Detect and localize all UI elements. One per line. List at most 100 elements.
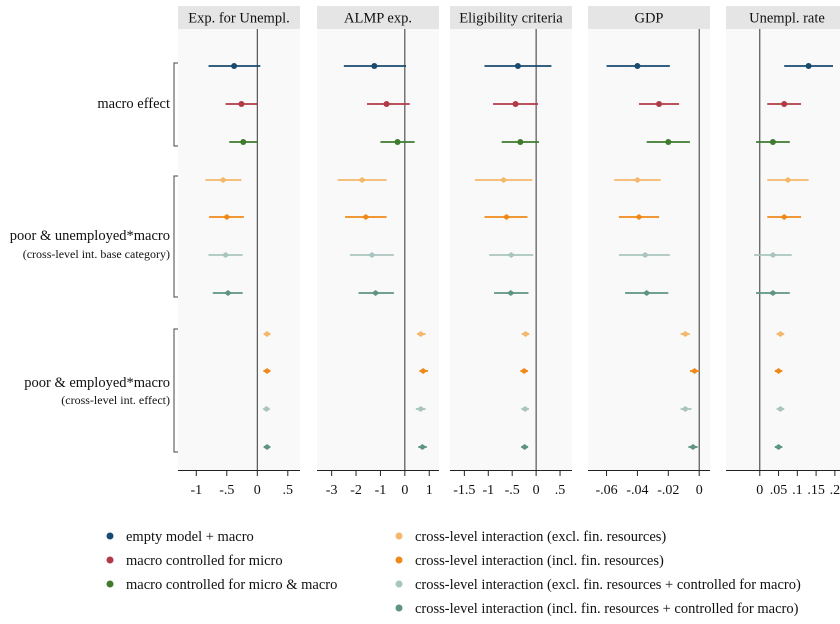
legend-marker bbox=[106, 580, 114, 588]
point-estimate bbox=[665, 139, 672, 145]
legend-marker bbox=[106, 532, 114, 540]
panel-title-strip bbox=[450, 6, 572, 29]
legend-label: cross-level interaction (incl. fin. reso… bbox=[415, 553, 664, 569]
legend-label: macro controlled for micro & macro bbox=[126, 577, 337, 593]
point-estimate bbox=[634, 63, 641, 69]
point-estimate bbox=[371, 290, 380, 296]
group-label: (cross-level int. base category) bbox=[23, 247, 170, 261]
panel-plot-area bbox=[317, 29, 439, 470]
point-estimate bbox=[238, 101, 245, 107]
group-bracket: poor & employed*macro (cross-level int. e… bbox=[24, 328, 178, 453]
bracket-line bbox=[173, 328, 178, 453]
group-bracket: macro effect bbox=[97, 62, 178, 147]
point-estimate bbox=[419, 368, 428, 374]
point-estimate bbox=[768, 252, 777, 258]
point-estimate bbox=[783, 177, 792, 183]
x-tick-label: 0 bbox=[756, 483, 763, 498]
point-estimate bbox=[768, 290, 777, 296]
legend-marker bbox=[106, 556, 114, 564]
x-tick-label: 0 bbox=[696, 483, 703, 498]
panel: Unempl. rate 0 .05 .1 .15 .2 bbox=[726, 6, 840, 498]
bracket-line bbox=[173, 175, 178, 298]
panel-title-strip bbox=[178, 6, 300, 29]
point-estimate bbox=[681, 331, 690, 337]
point-estimate bbox=[222, 214, 231, 220]
legend-item: cross-level interaction (excl. fin. reso… bbox=[395, 529, 666, 545]
point-estimate bbox=[780, 214, 789, 220]
point-estimate bbox=[520, 368, 529, 374]
legend-label: cross-level interaction (excl. fin. reso… bbox=[415, 577, 801, 593]
panel: ALMP exp. -3 -2 -1 0 1 bbox=[317, 6, 439, 498]
group-label: (cross-level int. effect) bbox=[61, 393, 170, 407]
point-estimate bbox=[240, 139, 247, 145]
point-estimate bbox=[416, 331, 425, 337]
point-estimate bbox=[263, 444, 272, 450]
point-estimate bbox=[642, 290, 651, 296]
panel-title-strip bbox=[588, 6, 710, 29]
point-estimate bbox=[521, 406, 530, 412]
point-estimate bbox=[633, 177, 642, 183]
panel: GDP -.06 -.04 -.02 0 bbox=[588, 6, 710, 498]
point-estimate bbox=[358, 177, 367, 183]
x-tick-label: .1 bbox=[792, 483, 803, 498]
x-tick-label: -1 bbox=[190, 483, 202, 498]
panel-title-strip bbox=[726, 6, 840, 29]
x-tick-label: .5 bbox=[283, 483, 294, 498]
point-estimate bbox=[499, 177, 508, 183]
legend-label: cross-level interaction (incl. fin. reso… bbox=[415, 601, 799, 617]
panel-title: Eligibility criteria bbox=[459, 11, 563, 27]
point-estimate bbox=[219, 177, 228, 183]
point-estimate bbox=[690, 368, 699, 374]
x-tick-label: -.06 bbox=[595, 483, 617, 498]
point-estimate bbox=[416, 406, 425, 412]
x-tick-label: -3 bbox=[326, 483, 338, 498]
legend-label: macro controlled for micro bbox=[126, 553, 283, 569]
x-tick-label: -2 bbox=[350, 483, 362, 498]
group-label: poor & employed*macro bbox=[24, 375, 170, 391]
point-estimate bbox=[224, 290, 233, 296]
x-tick-label: 0 bbox=[533, 483, 540, 498]
x-tick-label: -1 bbox=[482, 483, 494, 498]
point-estimate bbox=[520, 444, 529, 450]
legend-marker bbox=[395, 556, 403, 564]
x-tick-label: -.5 bbox=[219, 483, 234, 498]
x-tick-label: .15 bbox=[807, 483, 825, 498]
point-estimate bbox=[681, 406, 690, 412]
x-tick-label: .5 bbox=[555, 483, 566, 498]
panel-title: ALMP exp. bbox=[344, 11, 412, 27]
point-estimate bbox=[506, 290, 515, 296]
point-estimate bbox=[383, 101, 390, 107]
point-estimate bbox=[507, 252, 516, 258]
x-tick-label: -1.5 bbox=[453, 483, 475, 498]
point-estimate bbox=[502, 214, 511, 220]
point-estimate bbox=[394, 139, 401, 145]
point-estimate bbox=[262, 406, 271, 412]
legend-item: empty model + macro bbox=[106, 529, 254, 545]
point-estimate bbox=[263, 368, 272, 374]
panel-plot-area bbox=[726, 29, 840, 470]
x-tick-label: -1 bbox=[375, 483, 387, 498]
x-tick-label: .2 bbox=[830, 483, 840, 498]
point-estimate bbox=[776, 331, 785, 337]
x-tick-label: -.5 bbox=[505, 483, 520, 498]
panel: Eligibility criteria -1.5 -1 -.5 0 .5 bbox=[450, 6, 572, 498]
legend-item: cross-level interaction (incl. fin. reso… bbox=[395, 553, 664, 569]
x-tick-label: -.02 bbox=[657, 483, 679, 498]
panel-plot-area bbox=[178, 29, 300, 470]
group-label: poor & unemployed*macro bbox=[10, 228, 170, 244]
bracket-line bbox=[173, 62, 178, 147]
point-estimate bbox=[776, 406, 785, 412]
point-estimate bbox=[805, 63, 812, 69]
group-bracket: poor & unemployed*macro (cross-level int.… bbox=[10, 175, 178, 298]
panel-plot-area bbox=[588, 29, 710, 470]
group-label: macro effect bbox=[97, 96, 170, 112]
point-estimate bbox=[371, 63, 378, 69]
point-estimate bbox=[418, 444, 427, 450]
point-estimate bbox=[641, 252, 650, 258]
point-estimate bbox=[514, 63, 521, 69]
x-tick-label: -.04 bbox=[626, 483, 648, 498]
legend-marker bbox=[395, 580, 403, 588]
point-estimate bbox=[231, 63, 238, 69]
point-estimate bbox=[221, 252, 230, 258]
